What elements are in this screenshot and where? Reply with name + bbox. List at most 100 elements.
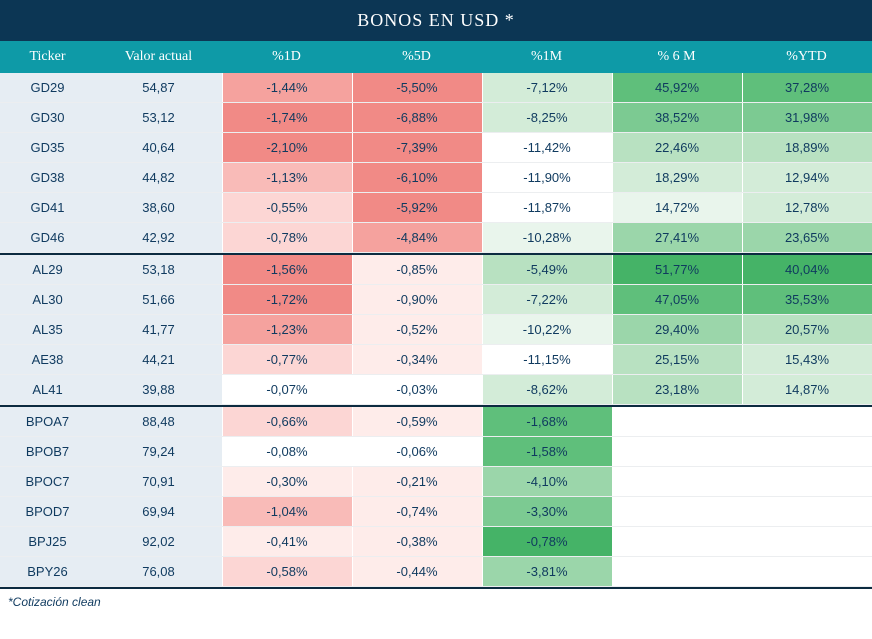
cell-ticker: GD38 [0, 163, 96, 192]
cell-pct: 29,40% [612, 315, 742, 344]
cell-pct: -11,90% [482, 163, 612, 192]
cell-value: 38,60 [96, 193, 222, 222]
cell-pct: 35,53% [742, 285, 872, 314]
cell-pct: -4,84% [352, 223, 482, 252]
cell-pct: 22,46% [612, 133, 742, 162]
table-row: BPOD769,94-1,04%-0,74%-3,30% [0, 497, 872, 527]
table-row: GD3540,64-2,10%-7,39%-11,42%22,46%18,89% [0, 133, 872, 163]
cell-pct [612, 467, 742, 496]
cell-pct: -1,04% [222, 497, 352, 526]
cell-pct: -1,74% [222, 103, 352, 132]
cell-value: 53,18 [96, 255, 222, 284]
cell-pct: -7,39% [352, 133, 482, 162]
cell-pct [612, 527, 742, 556]
cell-pct: 14,72% [612, 193, 742, 222]
table-row: GD4138,60-0,55%-5,92%-11,87%14,72%12,78% [0, 193, 872, 223]
cell-ticker: BPY26 [0, 557, 96, 586]
cell-pct [742, 527, 872, 556]
cell-value: 51,66 [96, 285, 222, 314]
cell-pct: -3,81% [482, 557, 612, 586]
cell-pct: -8,62% [482, 375, 612, 404]
cell-pct: -6,88% [352, 103, 482, 132]
cell-pct: -0,41% [222, 527, 352, 556]
cell-ticker: BPJ25 [0, 527, 96, 556]
table-row: AL3051,66-1,72%-0,90%-7,22%47,05%35,53% [0, 285, 872, 315]
table-row: GD3844,82-1,13%-6,10%-11,90%18,29%12,94% [0, 163, 872, 193]
cell-pct: -0,55% [222, 193, 352, 222]
cell-pct: -7,12% [482, 73, 612, 102]
cell-pct: 31,98% [742, 103, 872, 132]
table-row: BPOA788,48-0,66%-0,59%-1,68% [0, 407, 872, 437]
table-title: BONOS EN USD * [0, 0, 872, 41]
table-section: AL2953,18-1,56%-0,85%-5,49%51,77%40,04%A… [0, 255, 872, 407]
cell-pct: -0,74% [352, 497, 482, 526]
cell-pct: -4,10% [482, 467, 612, 496]
cell-value: 88,48 [96, 407, 222, 436]
cell-ticker: GD29 [0, 73, 96, 102]
table-section: GD2954,87-1,44%-5,50%-7,12%45,92%37,28%G… [0, 73, 872, 255]
table-row: AL2953,18-1,56%-0,85%-5,49%51,77%40,04% [0, 255, 872, 285]
cell-pct [612, 557, 742, 586]
cell-pct: 15,43% [742, 345, 872, 374]
table-body: GD2954,87-1,44%-5,50%-7,12%45,92%37,28%G… [0, 73, 872, 589]
cell-pct: -2,10% [222, 133, 352, 162]
cell-pct: -1,56% [222, 255, 352, 284]
cell-pct: -0,07% [222, 375, 352, 404]
table-section: BPOA788,48-0,66%-0,59%-1,68%BPOB779,24-0… [0, 407, 872, 589]
table-row: GD2954,87-1,44%-5,50%-7,12%45,92%37,28% [0, 73, 872, 103]
col-header-1d: %1D [222, 41, 352, 73]
cell-pct: -3,30% [482, 497, 612, 526]
cell-ticker: AE38 [0, 345, 96, 374]
cell-ticker: GD30 [0, 103, 96, 132]
cell-ticker: AL30 [0, 285, 96, 314]
cell-pct: -8,25% [482, 103, 612, 132]
cell-pct: -0,21% [352, 467, 482, 496]
cell-pct: -1,72% [222, 285, 352, 314]
cell-pct: -1,58% [482, 437, 612, 466]
col-header-1m: %1M [482, 41, 612, 73]
cell-pct: -5,49% [482, 255, 612, 284]
cell-value: 44,82 [96, 163, 222, 192]
table-row: BPOB779,24-0,08%-0,06%-1,58% [0, 437, 872, 467]
cell-pct: -1,68% [482, 407, 612, 436]
cell-value: 42,92 [96, 223, 222, 252]
cell-pct: -1,13% [222, 163, 352, 192]
cell-value: 40,64 [96, 133, 222, 162]
cell-value: 53,12 [96, 103, 222, 132]
cell-ticker: GD46 [0, 223, 96, 252]
cell-pct: 12,94% [742, 163, 872, 192]
col-header-value: Valor actual [96, 41, 222, 73]
cell-pct: 12,78% [742, 193, 872, 222]
table-row: AL4139,88-0,07%-0,03%-8,62%23,18%14,87% [0, 375, 872, 405]
cell-pct: 47,05% [612, 285, 742, 314]
cell-pct [612, 497, 742, 526]
cell-pct: -5,92% [352, 193, 482, 222]
cell-pct: 20,57% [742, 315, 872, 344]
cell-ticker: BPOC7 [0, 467, 96, 496]
cell-pct: -0,66% [222, 407, 352, 436]
cell-pct: -1,23% [222, 315, 352, 344]
col-header-5d: %5D [352, 41, 482, 73]
cell-pct: -0,03% [352, 375, 482, 404]
cell-value: 69,94 [96, 497, 222, 526]
cell-pct [612, 407, 742, 436]
cell-pct: 38,52% [612, 103, 742, 132]
cell-pct: 37,28% [742, 73, 872, 102]
cell-pct: -0,44% [352, 557, 482, 586]
cell-pct: 25,15% [612, 345, 742, 374]
cell-pct [742, 497, 872, 526]
cell-value: 70,91 [96, 467, 222, 496]
cell-pct: -0,78% [482, 527, 612, 556]
cell-ticker: AL29 [0, 255, 96, 284]
cell-pct: 40,04% [742, 255, 872, 284]
cell-pct [742, 437, 872, 466]
table-row: AE3844,21-0,77%-0,34%-11,15%25,15%15,43% [0, 345, 872, 375]
cell-value: 44,21 [96, 345, 222, 374]
cell-pct: -0,52% [352, 315, 482, 344]
cell-pct: 23,18% [612, 375, 742, 404]
table-row: GD4642,92-0,78%-4,84%-10,28%27,41%23,65% [0, 223, 872, 253]
cell-pct: 45,92% [612, 73, 742, 102]
table-row: BPOC770,91-0,30%-0,21%-4,10% [0, 467, 872, 497]
cell-pct: -11,87% [482, 193, 612, 222]
table-row: BPY2676,08-0,58%-0,44%-3,81% [0, 557, 872, 587]
